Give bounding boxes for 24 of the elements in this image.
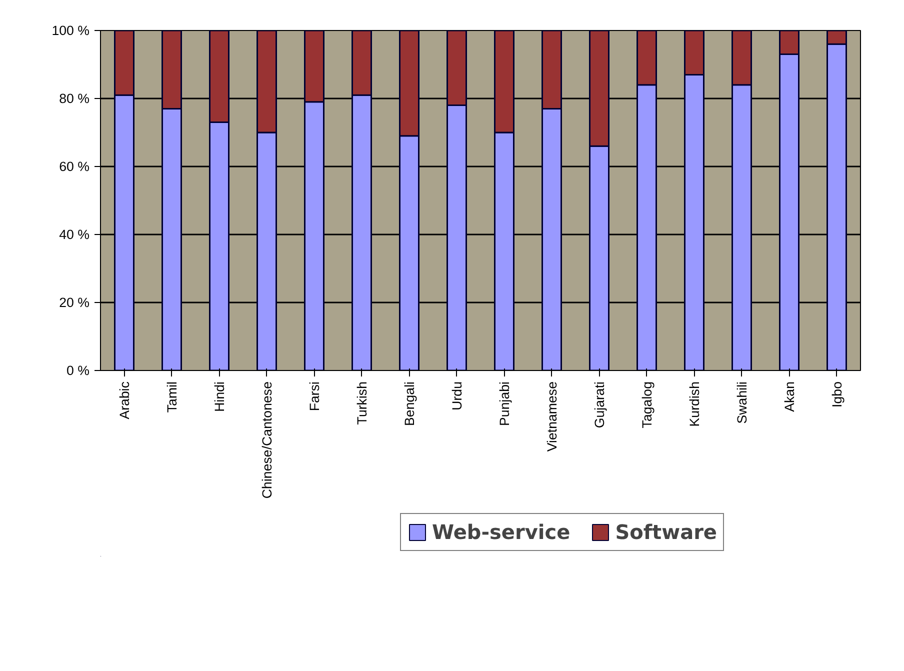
x-tick-label: Vietnamese xyxy=(544,381,560,452)
y-tick-label: 20 % xyxy=(59,295,90,310)
y-tick-label: 60 % xyxy=(59,159,90,174)
x-tick-label: Urdu xyxy=(449,382,464,410)
x-tick-label: Kurdish xyxy=(686,381,702,427)
x-tick-label: Tamil xyxy=(164,381,180,413)
x-tick-label: Punjabi xyxy=(496,381,512,426)
legend-label: Web-service xyxy=(432,520,570,544)
x-tick-label: Akan xyxy=(782,381,797,412)
x-tick-label: Gujarati xyxy=(592,381,607,428)
x-tick-label: Swahili xyxy=(734,381,750,424)
x-tick-label: Arabic xyxy=(116,381,132,420)
x-tick-label: Farsi xyxy=(306,381,322,412)
x-tick-label: Chinese/Cantonese xyxy=(259,381,274,499)
x-tick-label: Turkish xyxy=(354,381,370,425)
y-tick-label: 0 % xyxy=(66,363,90,378)
x-tick-label: Hindi xyxy=(212,381,227,412)
y-tick-label: 40 % xyxy=(59,227,90,242)
x-tick-label: Bengali xyxy=(402,381,417,426)
y-tick-label: 80 % xyxy=(59,91,90,106)
y-tick-label: 100 % xyxy=(52,23,90,38)
x-tick-label: Igbo xyxy=(829,381,844,408)
legend-label: Software xyxy=(615,520,717,544)
x-tick-label: Tagalog xyxy=(639,382,654,428)
